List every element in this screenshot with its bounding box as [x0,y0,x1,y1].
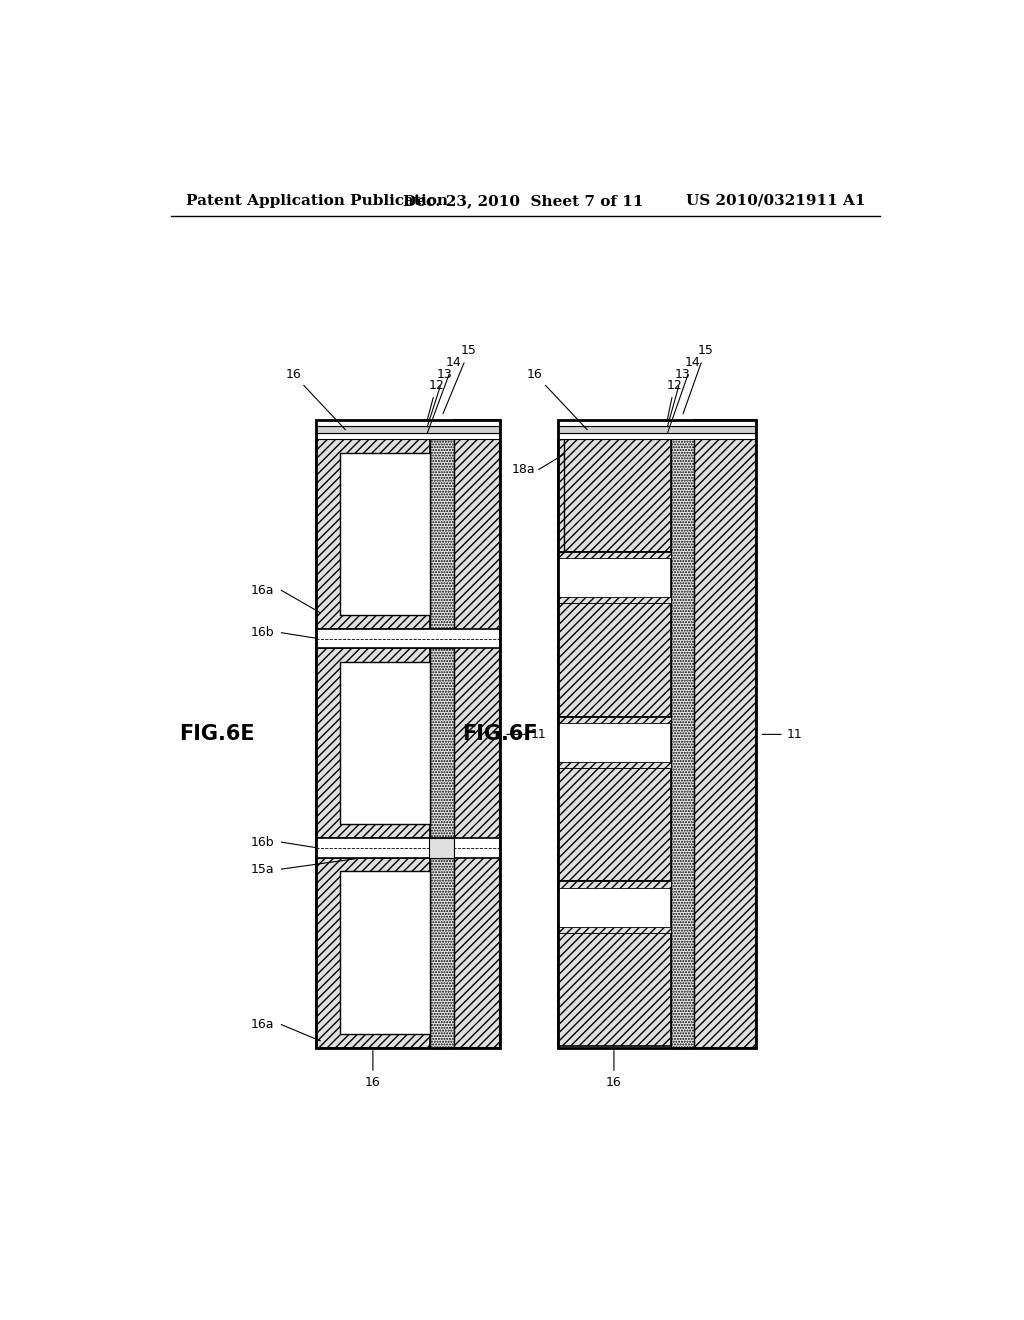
Bar [316,628,500,648]
Text: 16: 16 [606,1051,622,1089]
Text: 13: 13 [668,367,690,426]
Bar [558,717,671,768]
Bar [693,420,756,1048]
Text: 15a: 15a [250,862,273,875]
Bar [558,762,671,768]
Bar [558,438,564,552]
Text: 16: 16 [365,1051,381,1089]
Bar [430,438,454,628]
Text: 14: 14 [427,356,462,433]
Text: 14: 14 [668,356,700,433]
Bar [558,768,671,882]
Bar [454,420,500,1048]
Text: 16: 16 [286,367,345,430]
Text: FIG.6E: FIG.6E [179,725,255,744]
Bar [340,663,430,825]
Bar [316,433,500,438]
Text: 16b: 16b [250,626,273,639]
Text: Dec. 23, 2010  Sheet 7 of 11: Dec. 23, 2010 Sheet 7 of 11 [403,194,644,207]
Text: 15: 15 [443,345,477,413]
Bar [558,426,756,433]
Bar [316,838,500,858]
Bar [430,858,454,1048]
Text: 12: 12 [667,379,682,421]
Bar [316,426,500,433]
Bar [316,420,500,1048]
Bar [340,453,430,615]
Text: 11: 11 [763,727,803,741]
Bar [558,717,671,723]
Text: 15: 15 [683,345,714,413]
Bar [558,933,671,1047]
Text: 16a: 16a [250,583,273,597]
Text: Patent Application Publication: Patent Application Publication [186,194,449,207]
Bar [558,552,671,558]
Text: 16b: 16b [250,836,273,849]
Bar [316,438,430,628]
Bar [558,552,671,603]
Bar [558,597,671,603]
Bar [558,420,756,1048]
Text: 16a: 16a [250,1018,273,1031]
Bar [558,433,756,438]
Text: 13: 13 [427,367,452,426]
Bar [671,420,693,1048]
Bar [558,603,671,717]
Bar [558,927,671,933]
Bar [429,838,454,858]
Text: 12: 12 [427,379,444,421]
Text: 18a: 18a [511,463,536,477]
Bar [558,420,756,426]
Text: US 2010/0321911 A1: US 2010/0321911 A1 [686,194,865,207]
Bar [558,438,671,552]
Bar [316,420,500,426]
Bar [316,858,430,1048]
Bar [558,882,671,933]
Bar [340,871,430,1034]
Bar [430,648,454,838]
Bar [316,648,430,838]
Bar [558,882,671,887]
Text: 16: 16 [527,367,587,430]
Text: 11: 11 [507,727,547,741]
Text: FIG.6F: FIG.6F [462,725,538,744]
